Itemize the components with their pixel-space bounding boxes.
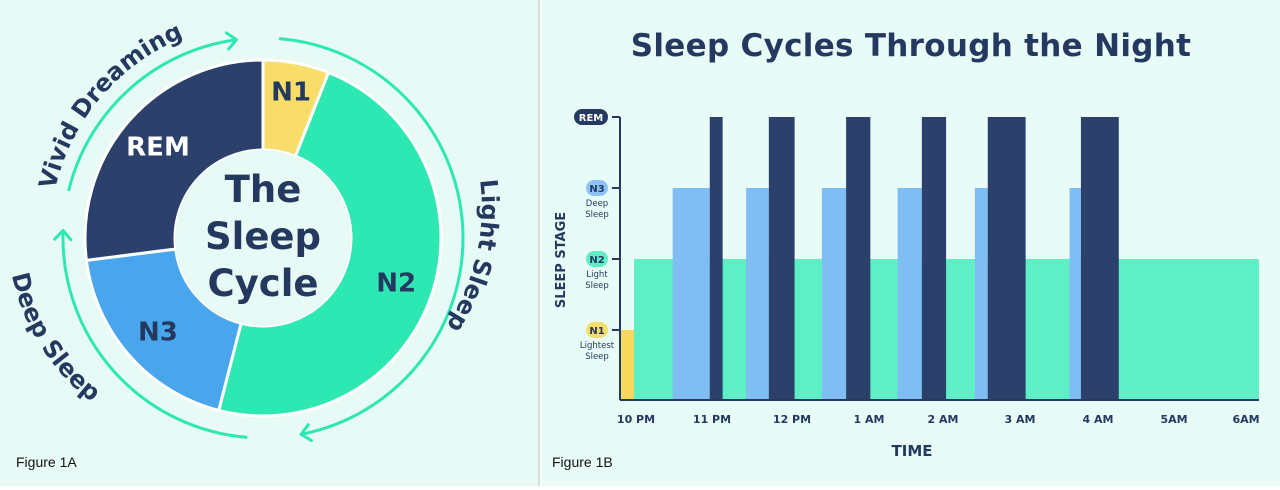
y-level-badge-n1 bbox=[586, 322, 608, 338]
bar-n3-5 bbox=[974, 188, 988, 400]
y-level-labels-group: N1LightestSleepN2LightSleepN3DeepSleepRE… bbox=[574, 109, 615, 362]
x-tick-labels-group: 10 PM 11 PM 12 PM 1 AM 2 AM 3 AM 4 AM 5AM 6AM bbox=[617, 413, 1260, 426]
x-tick-label-3: 12 PM bbox=[773, 413, 811, 426]
x-tick-label-8: 5AM bbox=[1160, 413, 1187, 426]
y-level-sublabel-n1-1: Lightest bbox=[580, 341, 615, 351]
x-axis-label: TIME bbox=[892, 442, 933, 460]
donut-center-hole bbox=[175, 150, 351, 326]
x-tick-label-6: 3 AM bbox=[1005, 413, 1036, 426]
ring-arc-3 bbox=[67, 38, 237, 192]
figure-1b-panel: Sleep Cycles Through the Night N1 Lightes… bbox=[542, 0, 1280, 486]
y-level-label-n1: N1 bbox=[589, 326, 604, 337]
donut-slice-label-n3: N3 bbox=[138, 318, 178, 348]
y-level-sublabel-n2-1: Light bbox=[586, 270, 608, 280]
chart-title: Sleep Cycles Through the Night bbox=[630, 28, 1192, 64]
x-tick-label-1: 10 PM bbox=[617, 413, 655, 426]
y-level-label-rem: REM bbox=[579, 113, 604, 124]
bar-rem-3 bbox=[846, 117, 871, 400]
x-tick-label-2: 11 PM bbox=[693, 413, 731, 426]
y-level-badge-n2 bbox=[586, 251, 608, 267]
ring-arrowhead-3 bbox=[224, 31, 238, 51]
bar-n3-3 bbox=[821, 188, 847, 400]
donut-slice-label-n2: N2 bbox=[376, 268, 416, 298]
y-axis-label: SLEEP STAGE bbox=[554, 212, 569, 308]
cycle-ring-arrows bbox=[53, 31, 465, 443]
y-level-badge-rem bbox=[574, 109, 608, 125]
x-tick-label-7: 4 AM bbox=[1083, 413, 1114, 426]
bar-n1-1 bbox=[621, 330, 634, 400]
x-tick-label-9: 6AM bbox=[1232, 413, 1259, 426]
donut-slice-label-rem: REM bbox=[126, 132, 190, 162]
donut-slice-label-n1: N1 bbox=[271, 78, 311, 108]
axes-group bbox=[612, 116, 1259, 401]
bar-n3-2 bbox=[746, 188, 769, 400]
y-level-badge-n3 bbox=[586, 180, 608, 196]
figure-1a-caption: Figure 1A bbox=[16, 454, 77, 470]
x-tick-label-4: 1 AM bbox=[854, 413, 885, 426]
bar-rem-4 bbox=[921, 117, 947, 400]
center-label-line-3: Cycle bbox=[208, 262, 319, 305]
bar-rem-6 bbox=[1080, 117, 1119, 400]
bar-marks-group bbox=[621, 117, 1259, 400]
donut-slices-group: N1 N2 N3 REM bbox=[83, 58, 443, 418]
figure-1b-caption: Figure 1B bbox=[552, 454, 613, 470]
y-level-label-n3: N3 bbox=[589, 184, 604, 195]
bar-rem-2 bbox=[768, 117, 795, 400]
y-level-sublabel-n3-2: Sleep bbox=[585, 210, 609, 220]
bar-n3-1 bbox=[672, 188, 710, 400]
y-level-label-n2: N2 bbox=[589, 255, 604, 266]
ring-arrowhead-1 bbox=[299, 423, 313, 443]
bar-rem-5 bbox=[987, 117, 1026, 400]
y-level-sublabel-n3-1: Deep bbox=[586, 199, 608, 209]
bar-n2-1 bbox=[634, 259, 1259, 400]
bar-rem-1 bbox=[709, 117, 723, 400]
ring-arc-1 bbox=[278, 37, 465, 436]
bar-n3-4 bbox=[897, 188, 922, 400]
bar-n3-6 bbox=[1069, 188, 1081, 400]
ring-arc-2 bbox=[61, 230, 248, 439]
ring-arrowhead-2 bbox=[53, 228, 73, 242]
y-level-sublabel-n2-2: Sleep bbox=[585, 281, 609, 291]
center-label-line-2: Sleep bbox=[205, 215, 321, 258]
figure-1a-panel: N1 N2 N3 REM The Sleep Cycle Light Sleep De… bbox=[0, 0, 540, 486]
x-tick-label-5: 2 AM bbox=[928, 413, 959, 426]
y-level-sublabel-n1-2: Sleep bbox=[585, 352, 609, 362]
sleep-stage-bar-chart: N1LightestSleepN2LightSleepN3DeepSleepRE… bbox=[554, 109, 1260, 460]
outer-label-light-sleep: Light Sleep bbox=[441, 178, 504, 338]
center-label-line-1: The bbox=[225, 168, 302, 211]
